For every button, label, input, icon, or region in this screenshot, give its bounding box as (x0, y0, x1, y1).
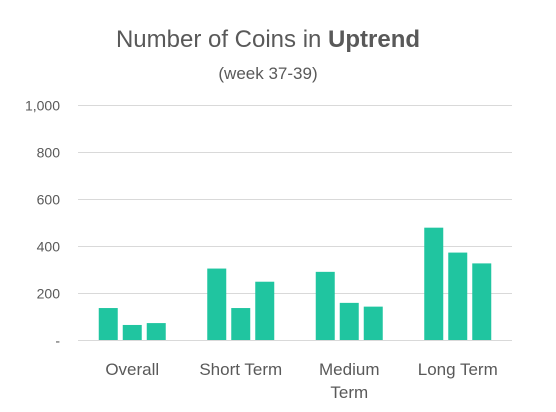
y-tick-label: 1,000 (25, 98, 60, 114)
bar (315, 271, 335, 340)
bars (98, 227, 492, 340)
x-category-label: Overall (105, 360, 159, 379)
y-tick-label: 800 (37, 145, 61, 161)
bar (146, 323, 166, 340)
x-category-label: Medium (319, 360, 379, 379)
y-axis-tick-labels: - 200 400 600 800 1,000 (25, 98, 60, 349)
bar (207, 268, 227, 340)
chart-title-emphasis: Uptrend (328, 26, 420, 53)
x-category-label: Term (330, 383, 368, 402)
chart-title-prefix: Number of Coins in (116, 26, 328, 53)
x-category-label: Long Term (418, 360, 498, 379)
bar (339, 302, 359, 340)
bar (255, 281, 275, 340)
y-tick-label: - (55, 333, 60, 349)
y-tick-label: 600 (37, 192, 61, 208)
y-tick-label: 400 (37, 239, 61, 255)
gridlines (78, 105, 512, 341)
chart-title: Number of Coins in Uptrend (116, 26, 420, 53)
bar (472, 263, 492, 340)
bar (231, 308, 251, 340)
x-category-label: Short Term (199, 360, 282, 379)
bar (363, 306, 383, 340)
bar (122, 324, 142, 340)
chart-subtitle: (week 37-39) (218, 64, 317, 83)
y-tick-label: 200 (37, 286, 61, 302)
bar (424, 227, 444, 340)
x-axis-category-labels: Overall Short Term Medium Term Long Term (105, 360, 497, 402)
bar (98, 308, 118, 340)
bar (448, 252, 468, 340)
